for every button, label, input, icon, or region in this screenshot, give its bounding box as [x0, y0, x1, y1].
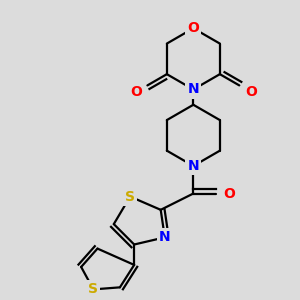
Text: O: O	[223, 187, 235, 200]
Text: N: N	[188, 82, 199, 97]
Text: N: N	[159, 230, 171, 244]
Text: O: O	[130, 85, 142, 99]
Text: S: S	[125, 190, 135, 204]
Text: O: O	[188, 21, 199, 35]
Text: N: N	[188, 159, 199, 173]
Text: O: O	[245, 85, 257, 99]
Text: S: S	[88, 282, 98, 296]
